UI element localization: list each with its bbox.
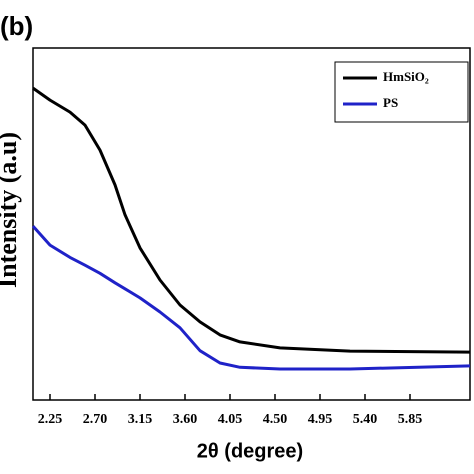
x-tick-label: 4.50 xyxy=(263,412,288,427)
x-tick-label: 5.40 xyxy=(353,412,378,427)
legend-label: HmSiO₂ xyxy=(383,69,429,84)
x-tick-label: 2.25 xyxy=(38,412,63,427)
x-axis-label: 2θ (degree) xyxy=(197,440,303,462)
x-tick-label: 5.85 xyxy=(398,412,423,427)
x-tick-label: 2.70 xyxy=(83,412,108,427)
plot-frame xyxy=(32,47,471,401)
y-axis-label: Intensity (a.u) xyxy=(0,132,22,288)
x-tick-label: 3.60 xyxy=(173,412,198,427)
panel-label: (b) xyxy=(0,11,33,41)
legend-box xyxy=(334,61,469,123)
x-tick-label: 3.15 xyxy=(128,412,153,427)
legend-label: PS xyxy=(383,95,398,110)
x-tick-label: 4.95 xyxy=(308,412,333,427)
x-tick-label: 4.05 xyxy=(218,412,243,427)
series-line xyxy=(31,225,471,371)
series-line xyxy=(32,86,471,354)
